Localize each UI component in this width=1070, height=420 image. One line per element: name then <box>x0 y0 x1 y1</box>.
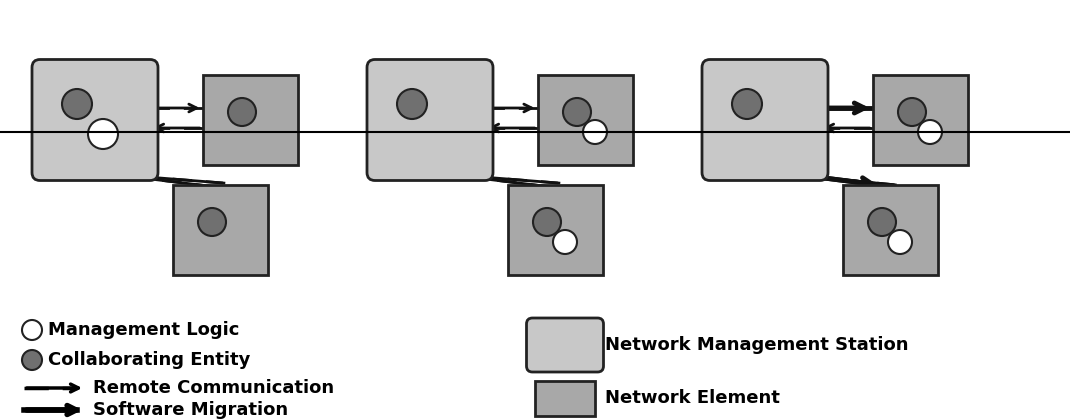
Text: Collaborating Entity: Collaborating Entity <box>48 351 250 369</box>
Bar <box>507 185 602 275</box>
Circle shape <box>732 89 762 119</box>
Circle shape <box>583 120 607 144</box>
Bar <box>202 75 297 165</box>
Text: Network Management Station: Network Management Station <box>605 336 908 354</box>
Bar <box>537 75 632 165</box>
Text: Software Migration: Software Migration <box>93 401 288 419</box>
Bar <box>842 185 937 275</box>
Circle shape <box>868 208 896 236</box>
Circle shape <box>553 230 577 254</box>
Text: Management Logic: Management Logic <box>48 321 240 339</box>
FancyBboxPatch shape <box>702 60 828 181</box>
Circle shape <box>397 89 427 119</box>
Circle shape <box>533 208 561 236</box>
Circle shape <box>888 230 912 254</box>
Circle shape <box>62 89 92 119</box>
Circle shape <box>898 98 926 126</box>
FancyBboxPatch shape <box>32 60 158 181</box>
Circle shape <box>22 320 42 340</box>
Circle shape <box>198 208 226 236</box>
Bar <box>535 381 595 415</box>
FancyBboxPatch shape <box>367 60 493 181</box>
Circle shape <box>88 119 118 149</box>
Circle shape <box>563 98 591 126</box>
FancyBboxPatch shape <box>526 318 603 372</box>
Circle shape <box>918 120 942 144</box>
Text: Network Element: Network Element <box>605 389 780 407</box>
Bar <box>872 75 967 165</box>
Circle shape <box>22 350 42 370</box>
Text: Remote Communication: Remote Communication <box>93 379 334 397</box>
Circle shape <box>228 98 256 126</box>
Bar <box>172 185 268 275</box>
